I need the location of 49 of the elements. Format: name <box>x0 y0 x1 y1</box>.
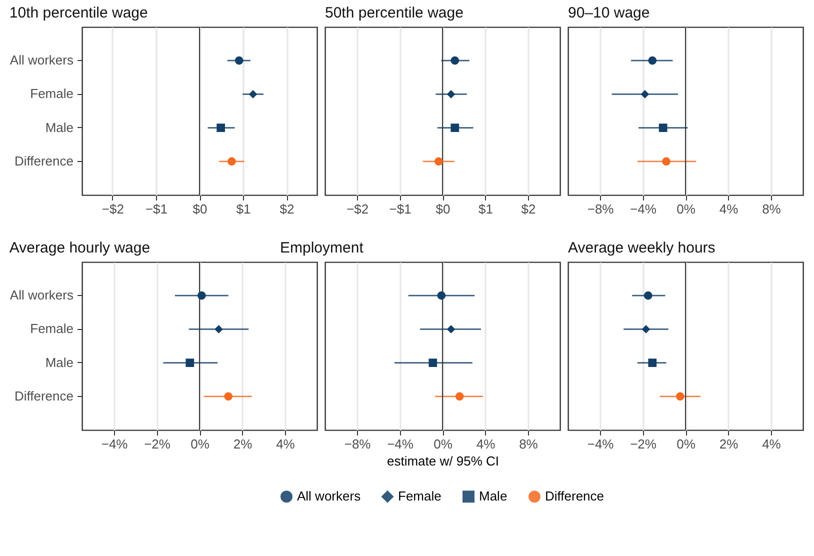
y-tick-label: Female <box>30 86 74 102</box>
y-tick-label: All workers <box>10 52 74 68</box>
legend-label: Female <box>398 488 442 504</box>
x-tick-label: $0 <box>192 202 208 216</box>
x-tick-label: −4% <box>387 436 414 452</box>
x-tick-label: −4% <box>587 436 614 452</box>
x-tick-label: $1 <box>236 202 251 216</box>
y-tick-label: Female <box>30 321 74 336</box>
y-tick-label: Difference <box>14 153 74 168</box>
x-tick-label: 8% <box>519 436 538 452</box>
x-tick-label: −$2 <box>102 202 124 216</box>
x-tick-label: 4% <box>476 436 496 452</box>
x-tick-label: −2% <box>630 436 657 452</box>
x-tick-label: 4% <box>762 436 782 452</box>
x-tick-label: 0% <box>190 436 210 452</box>
x-tick-label: −$1 <box>145 202 168 216</box>
x-tick-label: 2% <box>719 436 739 452</box>
chart-title: Average hourly wage <box>9 240 150 256</box>
y-tick-label: Difference <box>14 388 74 404</box>
legend-label: All workers <box>297 488 362 504</box>
chart-title: 90–10 wage <box>568 4 650 22</box>
x-tick-label: 0% <box>434 436 453 452</box>
legend-label: Male <box>479 488 508 504</box>
x-tick-label: 0% <box>676 436 696 452</box>
y-tick-label: Male <box>45 120 74 135</box>
y-tick-label: Male <box>45 354 74 370</box>
x-tick-label: −$1 <box>389 202 412 216</box>
x-tick-label: −4% <box>101 436 128 452</box>
x-tick-label: −$2 <box>346 202 369 216</box>
chart-title: Average weekly hours <box>568 240 716 256</box>
x-tick-label: $2 <box>521 202 536 216</box>
x-tick-label: −4% <box>630 202 657 216</box>
x-tick-label: $2 <box>280 202 294 216</box>
y-tick-label: All workers <box>10 288 74 303</box>
x-tick-label: −8% <box>587 202 614 216</box>
chart-title: 10th percentile wage <box>9 4 148 22</box>
x-tick-label: $1 <box>478 202 493 216</box>
legend-label: Difference <box>545 488 604 504</box>
x-tick-label: 0% <box>676 202 696 216</box>
x-tick-label: −8% <box>344 436 372 452</box>
x-tick-label: 2% <box>233 436 253 452</box>
x-tick-label: −2% <box>144 436 171 452</box>
x-axis-title: estimate w/ 95% CI <box>387 454 499 468</box>
x-tick-label: $0 <box>436 202 450 216</box>
x-tick-label: 8% <box>762 202 782 216</box>
chart-title: Employment <box>280 240 364 256</box>
x-tick-label: 4% <box>719 202 739 216</box>
x-tick-label: 4% <box>276 436 296 452</box>
chart-title: 50th percentile wage <box>325 4 464 22</box>
